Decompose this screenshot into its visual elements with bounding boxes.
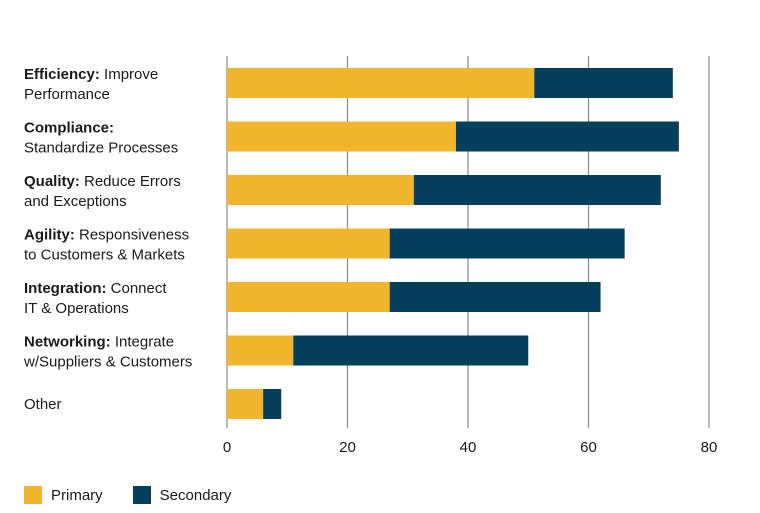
bar-secondary-6: [263, 389, 282, 419]
category-label-0: Efficiency: Improve Performance: [24, 66, 158, 103]
bar-primary-4: [227, 282, 390, 312]
x-tick-label-60: 60: [580, 439, 597, 456]
bar-primary-5: [227, 335, 294, 366]
x-tick-label-80: 80: [701, 439, 718, 456]
bar-primary-6: [227, 389, 264, 419]
x-tick-label-0: 0: [223, 439, 231, 456]
x-tick-label-20: 20: [339, 439, 356, 456]
x-tick-label-40: 40: [460, 439, 477, 456]
category-label-4: Integration: Connect IT & Operations: [24, 280, 167, 317]
legend-swatch-secondary: [132, 486, 151, 504]
bar-secondary-4: [389, 282, 601, 312]
legend-swatch-primary: [24, 486, 42, 504]
bar-secondary-0: [534, 68, 673, 98]
legend-item-primary: Primary: [24, 486, 103, 504]
bar-secondary-2: [413, 175, 661, 205]
legend-label-secondary: Secondary: [159, 486, 232, 504]
bar-secondary-1: [455, 121, 679, 152]
bars: [227, 68, 679, 419]
bar-primary-2: [227, 175, 414, 205]
legend-label-primary: Primary: [51, 486, 103, 504]
bar-primary-3: [227, 228, 390, 259]
category-label-2: Quality: Reduce Errors and Exceptions: [24, 173, 181, 210]
x-axis-ticks: 0 20 40 60 80: [223, 439, 718, 456]
category-label-1: Compliance: Standardize Processes: [24, 120, 178, 157]
category-label-5: Networking: Integrate w/Suppliers & Custo…: [23, 334, 192, 371]
bar-primary-1: [227, 121, 456, 152]
category-label-3: Agility: Responsiveness to Customers & Ma…: [24, 227, 189, 264]
category-labels: Efficiency: Improve Performance Compliance…: [23, 66, 192, 413]
legend: Primary Secondary: [24, 484, 261, 506]
category-label-6: Other: [24, 396, 62, 413]
bar-secondary-5: [293, 335, 529, 366]
bar-primary-0: [227, 68, 535, 98]
bar-secondary-3: [389, 228, 625, 259]
legend-item-secondary: Secondary: [132, 486, 232, 504]
